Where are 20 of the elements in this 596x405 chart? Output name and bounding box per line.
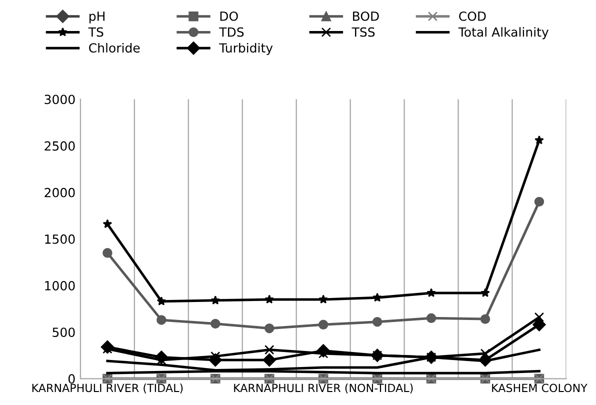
x-tick-label: KASHEM COLONY [492,384,588,392]
legend-label: DO [220,11,238,21]
legend-label: Turbidity [219,42,273,56]
y-tick-label: 1500 [45,234,75,244]
y-tick-label: 1000 [45,280,75,290]
legend-label: TSS [352,27,375,37]
legend-label: Total Alkalinity [458,27,549,40]
y-tick-label: 0 [68,374,75,384]
y-tick-label: 2500 [44,141,75,151]
legend-label: TS [88,27,104,37]
x-tick-label: KARNAPHULI RIVER (TIDAL) [32,384,183,394]
y-tick-label: 3000 [44,94,75,104]
x-tick-label: KARNAPHULI RIVER (NON-TIDAL) [234,384,413,394]
legend-label: BOD [353,11,379,21]
legend-label: COD [459,11,486,21]
legend-label: TDS [219,27,244,37]
legend-label: Chloride [89,42,140,53]
y-tick-label: 2000 [44,188,75,198]
y-tick-label: 500 [52,328,75,338]
legend-label: pH [90,12,104,24]
